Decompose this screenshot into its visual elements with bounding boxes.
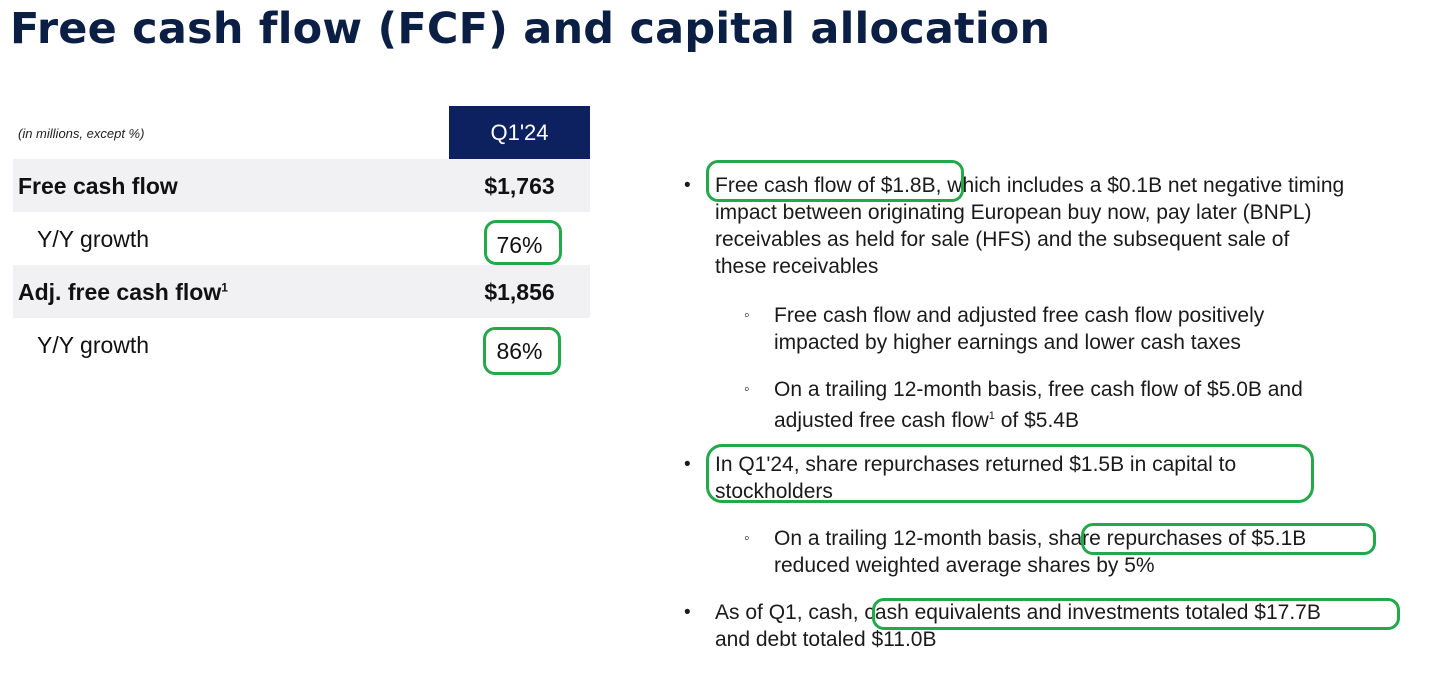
bullet-item: • As of Q1, cash, cash equivalents and i… (684, 599, 1321, 653)
bullet-dot-icon: • (684, 454, 691, 475)
table-row: Adj. free cash flow1 $1,856 (13, 265, 590, 318)
bullet-item: • In Q1'24, share repurchases returned $… (684, 451, 1237, 505)
highlighted-text: Free cash flow of $1.8B (715, 174, 936, 197)
bullet-line: Free cash flow of $1.8B, which includes … (715, 172, 1344, 199)
bullet-line: In Q1'24, share repurchases returned $1.… (715, 453, 1237, 476)
bullet-line: and debt totaled $11.0B (715, 628, 937, 651)
bullet-line: As of Q1, cash, cash equivalents and inv… (715, 599, 1321, 626)
column-header: Q1'24 (449, 106, 590, 159)
bullet-line: impact between originating European buy … (715, 201, 1312, 224)
units-note: (in millions, except %) (18, 126, 145, 141)
row-value: $1,763 (484, 173, 555, 199)
bullet-text: As of Q1, cash, (715, 601, 865, 624)
bullet-line: impacted by higher earnings and lower ca… (774, 331, 1241, 354)
bullet-text: , which includes a $0.1B net negative ti… (935, 174, 1345, 197)
bullet-line: stockholders (715, 480, 833, 503)
row-label: Y/Y growth (37, 332, 150, 358)
highlighted-text: share repurchases of $5.1B (1048, 527, 1307, 550)
bullet-line: adjusted free cash flow1 of $5.4B (774, 403, 1303, 434)
bullet-item: • Free cash flow of $1.8B, which include… (684, 172, 1344, 280)
fcf-table: (in millions, except %) Q1'24 Free cash … (13, 106, 590, 371)
row-label: Adj. free cash flow1 (18, 279, 228, 306)
bullet-text: On a trailing 12-month basis, (774, 527, 1049, 550)
sub-bullet-item: ◦ On a trailing 12-month basis, free cas… (744, 376, 1303, 434)
footnote-marker: 1 (988, 410, 995, 422)
row-label: Y/Y growth (37, 226, 150, 252)
bullet-text: adjusted free cash flow (774, 409, 989, 432)
bullet-line: receivables as held for sale (HFS) and t… (715, 228, 1290, 251)
bullet-line: these receivables (715, 255, 879, 278)
sub-bullet-item: ◦ Free cash flow and adjusted free cash … (744, 302, 1265, 356)
table-row: Y/Y growth 76% (13, 212, 590, 265)
table-header-row: (in millions, except %) Q1'24 (13, 106, 590, 159)
row-value: 86% (496, 338, 543, 364)
row-label-text: Adj. free cash flow (18, 279, 222, 305)
page-title: Free cash flow (FCF) and capital allocat… (10, 4, 1051, 54)
footnote-marker: 1 (221, 280, 228, 295)
sub-bullet-ring-icon: ◦ (744, 307, 750, 324)
row-value: $1,856 (484, 279, 555, 305)
bullet-line: On a trailing 12-month basis, free cash … (774, 378, 1303, 401)
bullet-line: Free cash flow and adjusted free cash fl… (774, 304, 1265, 327)
bullet-text: of $5.4B (994, 409, 1079, 432)
bullet-dot-icon: • (684, 175, 691, 196)
bullet-line: reduced weighted average shares by 5% (774, 554, 1155, 577)
sub-bullet-ring-icon: ◦ (744, 530, 750, 547)
sub-bullet-ring-icon: ◦ (744, 381, 750, 398)
bullet-line: On a trailing 12-month basis, share repu… (774, 525, 1306, 552)
table-row: Free cash flow $1,763 (13, 159, 590, 212)
sub-bullet-item: ◦ On a trailing 12-month basis, share re… (744, 525, 1306, 579)
row-value: 76% (496, 232, 543, 258)
highlighted-text: cash equivalents and investments totaled… (864, 601, 1321, 624)
bullet-dot-icon: • (684, 602, 691, 623)
table-row: Y/Y growth 86% (13, 318, 590, 371)
row-label: Free cash flow (18, 173, 178, 199)
